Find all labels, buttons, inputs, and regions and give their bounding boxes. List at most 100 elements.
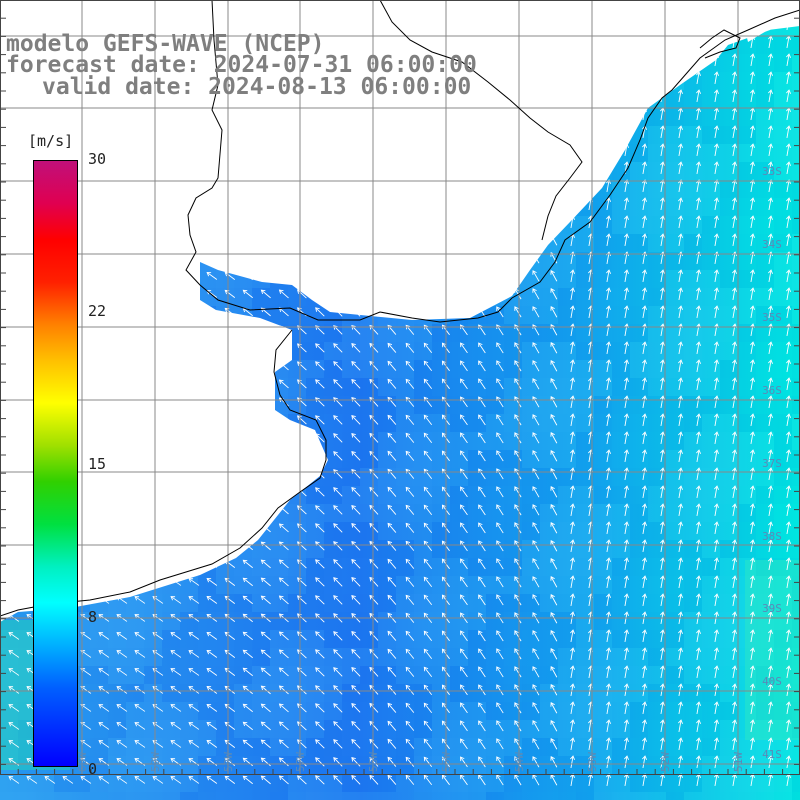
wind-speed-cell (180, 684, 198, 702)
wind-speed-cell (792, 342, 800, 360)
wind-speed-cell (306, 558, 324, 576)
wind-speed-cell (720, 738, 738, 756)
wind-speed-cell (684, 684, 702, 702)
wind-speed-cell (288, 684, 306, 702)
wind-speed-cell (288, 738, 306, 756)
wind-speed-cell (594, 396, 612, 414)
latitude-label: 39S (762, 602, 782, 615)
wind-speed-cell (396, 648, 414, 666)
wind-speed-cell (450, 360, 468, 378)
wind-speed-cell (702, 180, 720, 198)
wind-speed-cell (162, 702, 180, 720)
wind-speed-cell (432, 396, 450, 414)
wind-speed-cell (0, 702, 18, 720)
wind-speed-cell (666, 522, 684, 540)
wind-speed-cell (378, 774, 396, 792)
wind-speed-cell (576, 648, 594, 666)
wind-speed-cell (306, 612, 324, 630)
wind-speed-cell (558, 630, 576, 648)
wind-speed-cell (792, 36, 800, 54)
wind-speed-cell (306, 396, 324, 414)
wind-speed-cell (396, 360, 414, 378)
wind-speed-cell (774, 450, 792, 468)
longitude-label: 54W (513, 752, 526, 772)
wind-speed-cell (666, 270, 684, 288)
wind-speed-cell (666, 288, 684, 306)
latitude-label: 34S (762, 238, 782, 251)
wind-speed-cell (252, 720, 270, 738)
wind-speed-cell (486, 540, 504, 558)
wind-speed-cell (792, 324, 800, 342)
wind-speed-cell (738, 504, 756, 522)
wind-speed-cell (738, 594, 756, 612)
wind-speed-cell (594, 270, 612, 288)
wind-speed-cell (774, 90, 792, 108)
wind-speed-cell (486, 648, 504, 666)
wind-speed-cell (126, 594, 144, 612)
wind-speed-cell (738, 90, 756, 108)
wind-speed-cell (720, 630, 738, 648)
wind-speed-cell (126, 720, 144, 738)
wind-speed-cell (360, 450, 378, 468)
wind-speed-cell (108, 702, 126, 720)
wind-speed-cell (450, 630, 468, 648)
wind-speed-cell (108, 720, 126, 738)
wind-speed-cell (0, 792, 18, 800)
wind-speed-cell (468, 738, 486, 756)
wind-speed-cell (378, 360, 396, 378)
wind-speed-cell (144, 738, 162, 756)
wind-speed-cell (288, 594, 306, 612)
wind-speed-cell (234, 684, 252, 702)
wind-speed-cell (270, 288, 288, 306)
wind-speed-cell (756, 486, 774, 504)
wind-speed-cell (684, 270, 702, 288)
wind-speed-cell (594, 306, 612, 324)
wind-speed-cell (630, 594, 648, 612)
wind-speed-cell (486, 522, 504, 540)
wind-speed-cell (270, 738, 288, 756)
wind-speed-cell (378, 756, 396, 774)
wind-speed-cell (414, 540, 432, 558)
wind-speed-cell (684, 756, 702, 774)
wind-speed-cell (486, 414, 504, 432)
wind-speed-cell (612, 702, 630, 720)
wind-speed-cell (720, 774, 738, 792)
wind-speed-cell (720, 198, 738, 216)
wind-speed-cell (558, 450, 576, 468)
wind-speed-cell (180, 576, 198, 594)
wind-speed-cell (396, 576, 414, 594)
wind-speed-cell (756, 504, 774, 522)
wind-speed-cell (612, 432, 630, 450)
wind-speed-cell (774, 702, 792, 720)
wind-speed-cell (270, 684, 288, 702)
wind-speed-cell (468, 522, 486, 540)
wind-speed-cell (594, 468, 612, 486)
wind-speed-cell (432, 720, 450, 738)
wind-speed-cell (684, 630, 702, 648)
wind-speed-cell (756, 414, 774, 432)
wind-speed-cell (630, 504, 648, 522)
wind-speed-cell (108, 756, 126, 774)
wind-speed-cell (198, 576, 216, 594)
wind-speed-cell (378, 342, 396, 360)
wind-speed-cell (576, 306, 594, 324)
wind-speed-cell (270, 558, 288, 576)
wind-speed-cell (270, 630, 288, 648)
wind-speed-cell (558, 522, 576, 540)
wind-speed-cell (756, 198, 774, 216)
wind-speed-cell (0, 756, 18, 774)
wind-speed-cell (774, 396, 792, 414)
latitude-label: 37S (762, 457, 782, 470)
wind-speed-cell (774, 432, 792, 450)
wind-speed-cell (378, 522, 396, 540)
wind-speed-cell (792, 252, 800, 270)
wind-speed-cell (414, 468, 432, 486)
wind-speed-cell (450, 378, 468, 396)
wind-speed-cell (612, 756, 630, 774)
wind-speed-cell (324, 468, 342, 486)
wind-speed-cell (450, 792, 468, 800)
wind-speed-cell (468, 792, 486, 800)
wind-speed-cell (738, 414, 756, 432)
wind-speed-cell (612, 630, 630, 648)
wind-speed-cell (666, 576, 684, 594)
